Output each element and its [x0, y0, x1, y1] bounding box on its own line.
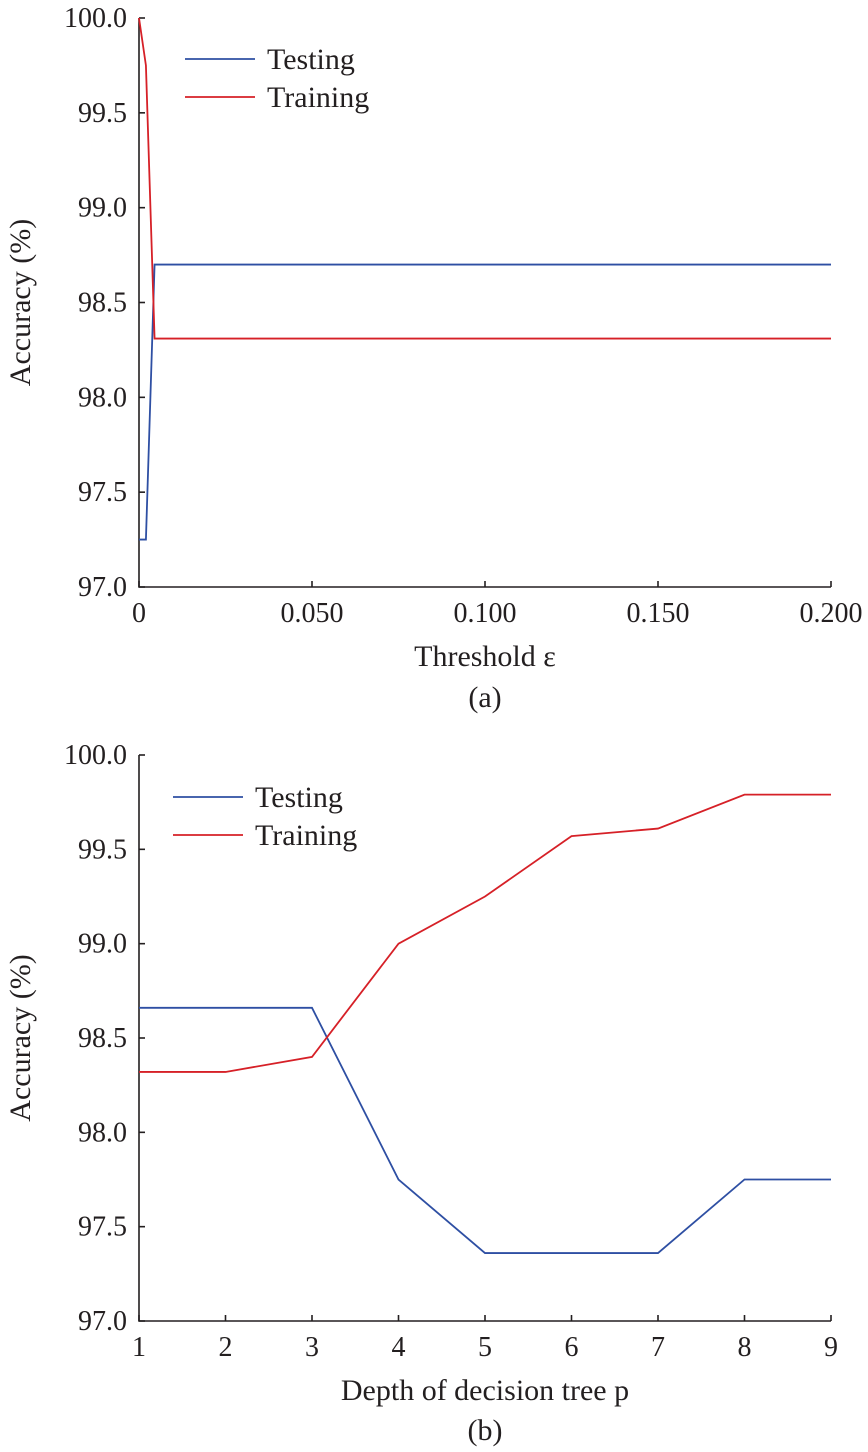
- x-tick-label: 1: [132, 1332, 146, 1363]
- x-tick-label: 0.100: [454, 598, 517, 629]
- legend-label-training: Training: [255, 819, 357, 852]
- x-tick-label: 0: [132, 598, 146, 629]
- y-axis-label: Accuracy (%): [4, 954, 37, 1121]
- x-tick-label: 7: [651, 1332, 665, 1363]
- x-tick-label: 3: [305, 1332, 319, 1363]
- legend-label-testing: Testing: [255, 781, 343, 814]
- series-line-training: [138, 17, 831, 340]
- x-axis-label: Threshold ε: [414, 640, 556, 673]
- chart-panel-a: 97.0 97.5 98.0 98.5 99.0 99.5 100.0 0 0.050 0.100…: [4, 3, 863, 714]
- y-tick-label: 99.5: [78, 834, 127, 865]
- chart-panel-b: 97.0 97.5 98.0 98.5 99.0 99.5 100.0 1 2 3 4 5 6 7 8 9 De…: [4, 740, 838, 1447]
- y-tick-label: 97.5: [78, 477, 127, 508]
- x-tick-label: 0.050: [281, 598, 344, 629]
- y-tick-label: 98.0: [78, 1117, 127, 1148]
- x-tick-label: 4: [392, 1332, 406, 1363]
- y-tick-label: 99.0: [78, 193, 127, 224]
- y-tick-label: 97.0: [78, 572, 127, 603]
- y-tick-label: 100.0: [64, 3, 127, 34]
- y-axis-label: Accuracy (%): [4, 219, 37, 386]
- y-tick-label: 97.5: [78, 1212, 127, 1243]
- series-line-testing: [139, 263, 831, 541]
- y-tick-label: 98.0: [78, 382, 127, 413]
- legend-label-testing: Testing: [267, 43, 355, 76]
- y-tick-label: 99.0: [78, 929, 127, 960]
- x-axis-label: Depth of decision tree p: [341, 1374, 629, 1407]
- y-tick-label: 100.0: [64, 740, 127, 771]
- legend-label-training: Training: [267, 81, 369, 114]
- x-tick-label: 9: [824, 1332, 838, 1363]
- axes-frame: [138, 18, 831, 588]
- x-tick-label: 0.150: [627, 598, 690, 629]
- y-tick-label: 99.5: [78, 98, 127, 129]
- x-tick-label: 6: [565, 1332, 579, 1363]
- panel-caption: (b): [468, 1414, 503, 1447]
- x-tick-label: 5: [478, 1332, 492, 1363]
- series-line-testing: [139, 1006, 831, 1254]
- y-tick-label: 98.5: [78, 288, 127, 319]
- y-tick-label: 98.5: [78, 1023, 127, 1054]
- x-tick-label: 2: [219, 1332, 233, 1363]
- x-tick-label: 8: [738, 1332, 752, 1363]
- axes-frame: [138, 755, 831, 1322]
- panel-caption: (a): [468, 681, 501, 714]
- x-tick-label: 0.200: [800, 598, 863, 629]
- series-line-training: [139, 793, 831, 1073]
- y-tick-label: 97.0: [78, 1306, 127, 1337]
